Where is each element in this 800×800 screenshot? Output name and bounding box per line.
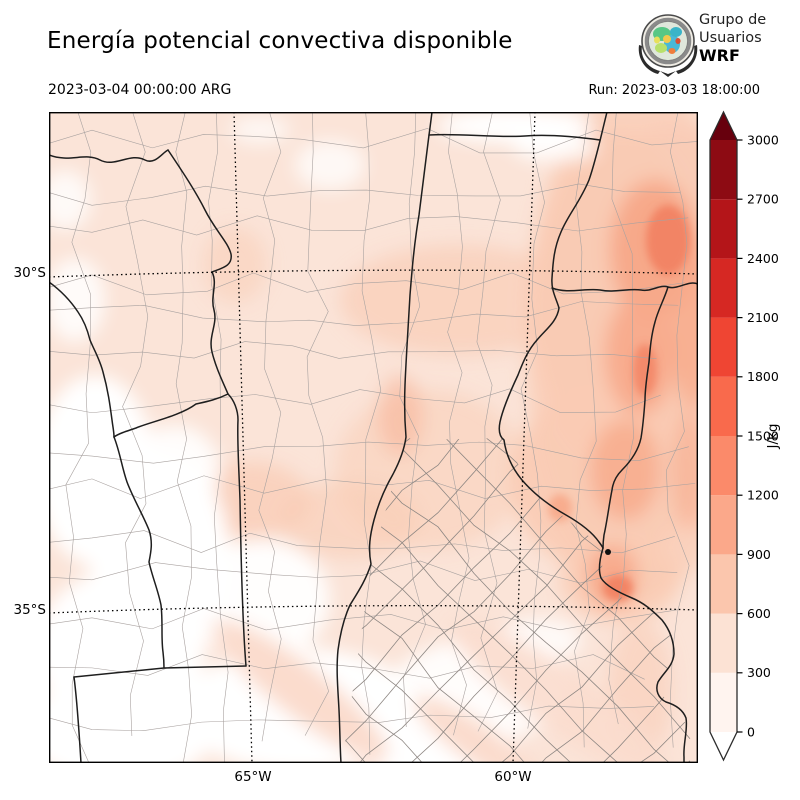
x-axis-tick-65°W: 65°W	[234, 769, 272, 785]
cape-map-canvas	[49, 112, 698, 763]
valid-time-label: 2023-03-04 00:00:00 ARG	[48, 82, 232, 98]
y-axis-tick-30°S: 30°S	[13, 265, 47, 281]
svg-text:2100: 2100	[747, 310, 779, 325]
colorbar-cells	[710, 112, 737, 760]
svg-text:0: 0	[747, 724, 755, 739]
globe-seal-icon	[638, 14, 698, 77]
svg-text:1500: 1500	[747, 428, 779, 443]
wrf-logo-icon	[638, 14, 698, 77]
province-boundaries	[49, 112, 698, 763]
colorbar-units-label: J/kg	[765, 424, 781, 450]
logo-line1: Grupo de	[699, 12, 767, 28]
page-title: Energía potencial convectiva disponible	[47, 28, 513, 54]
svg-text:2400: 2400	[747, 251, 779, 266]
graticule-gridlines	[49, 112, 698, 763]
svg-text:600: 600	[747, 606, 771, 621]
logo-line2: Usuarios	[699, 30, 762, 46]
logo-text: Grupo de Usuarios WRF	[699, 11, 766, 65]
y-axis-tick-35°S: 35°S	[13, 602, 47, 618]
svg-text:2700: 2700	[747, 192, 779, 207]
svg-text:3000: 3000	[747, 132, 779, 147]
gridline-65w	[233, 112, 253, 763]
colorbar: 0 300 600 900 1200 1500 1800 2100 2400 2700 3000 J…	[709, 110, 781, 762]
cape-field-blobs	[49, 112, 698, 763]
colorbar-labels: 0 300 600 900 1200 1500 1800 2100 2400 2700 3000	[747, 132, 779, 739]
svg-text:300: 300	[747, 665, 771, 680]
svg-text:1200: 1200	[747, 488, 779, 503]
gridline-60w	[512, 112, 536, 763]
buenos-aires-city-marker	[605, 549, 611, 555]
map-border	[49, 112, 698, 763]
x-axis-tick-60°W: 60°W	[494, 769, 532, 785]
gridline-30s	[49, 269, 698, 278]
svg-text:900: 900	[747, 547, 771, 562]
logo-line3: WRF	[699, 46, 740, 65]
department-boundaries	[49, 112, 698, 763]
gridline-35s	[49, 605, 698, 614]
model-run-label: Run: 2023-03-03 18:00:00	[588, 83, 760, 98]
svg-text:1800: 1800	[747, 369, 779, 384]
colorbar-ticks	[737, 139, 743, 733]
